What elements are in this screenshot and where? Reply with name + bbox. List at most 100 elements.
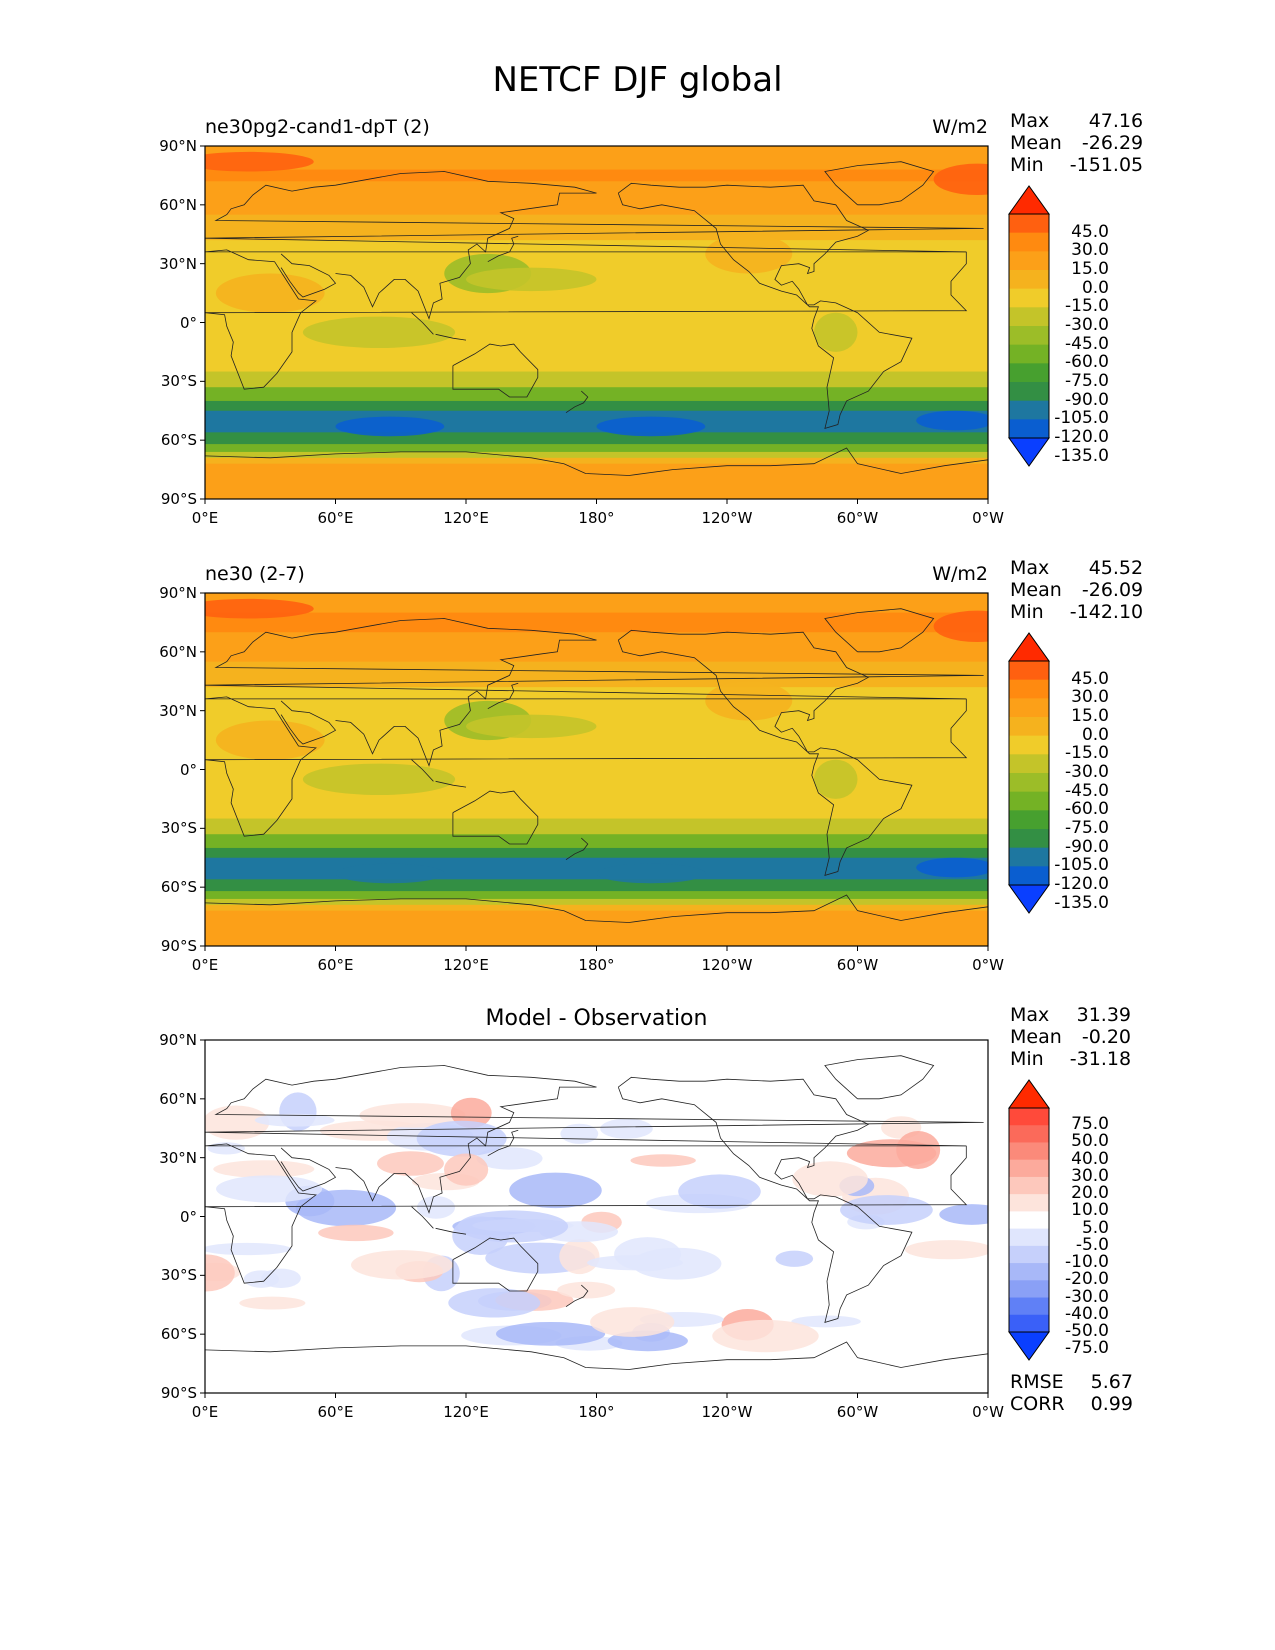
lon-tick-label: 60°E [317, 509, 354, 527]
coastline [411, 312, 434, 335]
lon-tick-label: 120°E [443, 956, 489, 974]
colorbar-label: 10.0 [1071, 1200, 1109, 1221]
field-band [205, 240, 988, 334]
coastline [565, 390, 589, 414]
stat-label: Max [1010, 110, 1050, 132]
colorbar-segment [1009, 1280, 1049, 1299]
field-band [205, 169, 988, 183]
stat-value: -151.05 [1069, 154, 1144, 176]
colorbar-label: 75.0 [1071, 1114, 1109, 1135]
coastline [435, 1227, 467, 1235]
field-band [205, 632, 988, 663]
field-patch [335, 863, 445, 884]
anomaly-blob [791, 1315, 861, 1328]
coastline [205, 1065, 984, 1147]
stat-label: RMSE [1010, 1371, 1064, 1393]
lat-tick-label: 30°N [159, 701, 197, 720]
field-patch [814, 759, 858, 799]
anomaly-blob [614, 1237, 682, 1272]
field-patch [705, 681, 793, 721]
coastline [205, 618, 984, 700]
anomaly-blob [840, 1195, 933, 1225]
colorbar-top-triangle [1008, 1079, 1050, 1109]
coastline [280, 253, 337, 298]
units-label: W/m2 [932, 116, 988, 138]
coastline [617, 182, 913, 429]
stat-value: 45.52 [1088, 557, 1144, 579]
field-patch [916, 410, 988, 431]
coastline [205, 249, 968, 390]
lat-tick-label: 90°S [160, 937, 197, 955]
colorbar-label: -120.0 [1054, 874, 1109, 894]
coastline [411, 759, 434, 782]
anomaly-blob [896, 1131, 941, 1169]
colorbar-label: -40.0 [1065, 1303, 1109, 1324]
anomaly-blob [351, 1250, 453, 1280]
colorbar-label: -90.0 [1065, 836, 1109, 857]
coastline [205, 894, 988, 923]
colorbar-segment [1009, 754, 1049, 774]
lon-tick-label: 60°W [836, 509, 879, 527]
colorbar-segment [1009, 270, 1049, 290]
anomaly-blob [239, 1296, 306, 1310]
coastline [335, 1086, 597, 1214]
lat-tick-label: 0° [179, 313, 197, 332]
lat-tick-label: 90°N [159, 137, 197, 155]
anomaly-blob [678, 1174, 761, 1209]
colorbar-label: 5.0 [1081, 1217, 1109, 1238]
colorbar-label: 30.0 [1071, 1165, 1109, 1186]
anomaly-blob [444, 1153, 489, 1186]
colorbar-label: -75.0 [1065, 371, 1109, 391]
lat-tick-label: 60°S [160, 878, 197, 897]
anomaly-blob [509, 1172, 602, 1209]
field-band [205, 410, 988, 434]
lat-tick-label: 90°N [159, 584, 197, 602]
field-patch [215, 273, 325, 313]
stat-value: 5.67 [1090, 1371, 1133, 1393]
colorbar-segment [1009, 1194, 1049, 1212]
field-band [205, 898, 988, 906]
anomaly-blob [207, 1142, 245, 1155]
lat-tick-label: 90°S [160, 490, 197, 508]
field-band [205, 387, 988, 402]
lon-tick-label: 120°W [701, 1403, 753, 1421]
colorbar-label: -60.0 [1065, 352, 1109, 373]
colorbar-label: 0.0 [1081, 724, 1109, 745]
map-panel [200, 145, 1050, 504]
field-band [205, 593, 988, 614]
map-panel [200, 592, 1050, 951]
colorbar-label: -30.0 [1065, 1286, 1109, 1307]
anomaly-blob [559, 1238, 600, 1275]
lat-tick-label: 60°N [159, 642, 197, 661]
anomaly-blob [495, 1321, 606, 1346]
field-patch [466, 714, 597, 739]
lat-tick-label: 30°S [160, 372, 197, 391]
units-label: W/m2 [932, 563, 988, 585]
stat-value: 31.39 [1076, 1004, 1132, 1026]
colorbar-top-triangle [1008, 632, 1050, 662]
field-patch [466, 267, 597, 292]
field-patch [335, 416, 445, 437]
anomaly-blob [775, 1250, 814, 1267]
anomaly-blob [205, 1254, 235, 1292]
colorbar-label: -45.0 [1065, 780, 1109, 801]
panel-title: Model - Observation [485, 1006, 708, 1031]
anomaly-blob [205, 1242, 292, 1256]
anomaly-blob [295, 1189, 397, 1227]
lon-tick-label: 180° [578, 1403, 615, 1421]
lon-tick-label: 0°E [191, 509, 219, 527]
field-band [205, 857, 988, 881]
field-band [205, 400, 988, 412]
colorbar-label: -105.0 [1054, 855, 1109, 876]
colorbar-segment [1009, 1228, 1049, 1247]
field-band [205, 879, 988, 893]
lon-tick-label: 180° [578, 509, 615, 527]
colorbar-label: -105.0 [1054, 408, 1109, 429]
lon-tick-label: 0°E [191, 956, 219, 974]
coastline [487, 682, 519, 710]
stat-label: Min [1010, 1048, 1044, 1070]
field-patch [596, 416, 706, 437]
colorbar-label: -15.0 [1065, 743, 1109, 764]
coastline [617, 1076, 913, 1323]
field-band [205, 451, 988, 459]
